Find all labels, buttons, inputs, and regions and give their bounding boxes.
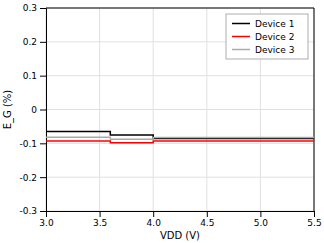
legend-label: Device 2 (255, 32, 294, 42)
tick-mark (40, 177, 46, 178)
tick: -0.3 (19, 206, 46, 216)
legend: Device 1 Device 2 Device 3 (226, 14, 308, 59)
frame (314, 8, 315, 211)
tick-label: 0.2 (23, 37, 37, 47)
tick-label: 5.5 (307, 218, 321, 228)
tick: -0.1 (19, 139, 46, 149)
tick-label: -0.3 (19, 206, 37, 216)
tick-label: 4.5 (200, 218, 214, 228)
series-line (46, 137, 314, 139)
tick-label: 4.0 (147, 218, 162, 228)
tick-mark (40, 8, 46, 9)
tick: 0.2 (23, 37, 46, 47)
tick: 4.0 (147, 211, 162, 228)
legend-swatch (232, 49, 250, 51)
frame (46, 8, 314, 9)
tick: -0.2 (19, 173, 46, 183)
lines (46, 131, 314, 142)
plot: 3.0 3.5 4.0 4.5 5.0 5.5 -0.3 -0.2 -0.1 0 0.1 0.2 0.3… (19, 3, 321, 228)
grid (46, 8, 314, 211)
chart: 3.0 3.5 4.0 4.5 5.0 5.5 -0.3 -0.2 -0.1 0 0.1 0.2 0.3… (0, 0, 324, 243)
grid-line (46, 109, 314, 110)
tick-mark (153, 211, 154, 217)
tick: 0.3 (23, 3, 46, 13)
tick-mark (40, 42, 46, 43)
tick-label: -0.1 (19, 139, 37, 149)
tick-mark (207, 211, 208, 217)
tick: 0.1 (23, 71, 46, 81)
legend-swatch (232, 36, 250, 38)
x-axis-label: VDD (V) (160, 230, 200, 241)
grid-line (46, 143, 314, 144)
legend-label: Device 3 (255, 45, 294, 55)
tick-label: 3.5 (93, 218, 107, 228)
grid-line (46, 8, 314, 9)
tick-label: -0.2 (19, 173, 37, 183)
tick-label: 0 (31, 105, 37, 115)
tick: 5.0 (254, 211, 269, 228)
grid-line (314, 8, 315, 211)
y-axis-label: E_G (%) (2, 90, 14, 130)
series-line (46, 131, 314, 138)
tick-label: 5.0 (254, 218, 269, 228)
tick-mark (314, 211, 315, 217)
tick-mark (40, 211, 46, 212)
tick-label: 0.1 (23, 71, 37, 81)
axis-line (47, 212, 315, 218)
x-axis: 3.0 3.5 4.0 4.5 5.0 5.5 (39, 211, 321, 228)
tick-mark (100, 211, 101, 217)
series-line (46, 141, 314, 143)
tick-mark (260, 211, 261, 217)
legend-swatch (232, 23, 250, 25)
tick: 3.0 (39, 211, 54, 228)
tick-mark (40, 110, 46, 111)
tick: 0 (31, 105, 46, 115)
y-axis: -0.3 -0.2 -0.1 0 0.1 0.2 0.3 (19, 3, 46, 216)
grid-line (46, 177, 314, 178)
grid-line (46, 75, 314, 76)
tick-label: 0.3 (23, 3, 37, 13)
legend-box (226, 14, 308, 59)
tick: 3.5 (93, 211, 107, 228)
tick-mark (40, 143, 46, 144)
tick-label: 3.0 (39, 218, 54, 228)
tick: 4.5 (200, 211, 214, 228)
axis-line (40, 9, 47, 212)
legend-label: Device 1 (255, 19, 294, 29)
tick: 5.5 (307, 211, 321, 228)
tick-mark (40, 76, 46, 77)
